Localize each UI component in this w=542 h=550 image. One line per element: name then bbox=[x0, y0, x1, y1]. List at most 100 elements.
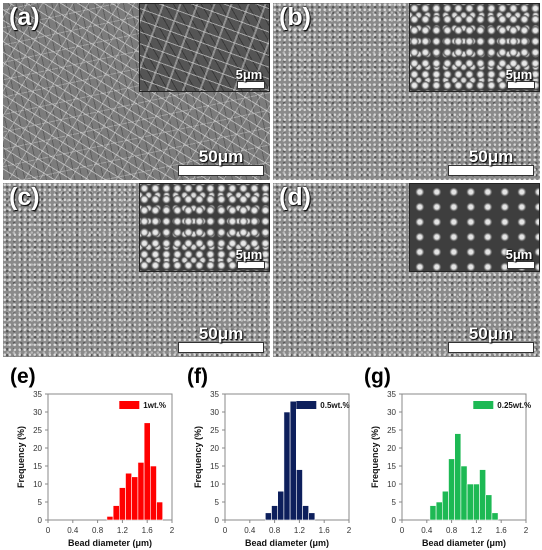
inset-scale-label-a: 5μm bbox=[235, 67, 263, 82]
legend-swatch bbox=[473, 401, 494, 409]
inset-scale-line-a bbox=[237, 81, 265, 89]
panel-label-g: (g) bbox=[364, 365, 391, 388]
y-tick-label: 15 bbox=[387, 462, 396, 471]
inset-scale-label-d: 5μm bbox=[505, 247, 533, 262]
y-tick-label: 5 bbox=[392, 498, 397, 507]
y-tick-label: 10 bbox=[387, 480, 396, 489]
panel-label-a: (a) bbox=[9, 3, 40, 31]
scale-label-d: 50μm bbox=[468, 324, 514, 343]
y-tick-label: 20 bbox=[33, 444, 42, 453]
histogram-bar bbox=[491, 512, 499, 521]
histogram-bar bbox=[302, 505, 309, 521]
histogram-bar bbox=[271, 505, 278, 521]
x-axis-label: Bead diameter (μm) bbox=[245, 538, 329, 548]
y-tick-label: 30 bbox=[387, 408, 396, 417]
x-tick-label: 1.6 bbox=[142, 526, 154, 535]
scale-label-a: 50μm bbox=[198, 147, 244, 166]
legend-label: 0.25wt.% bbox=[497, 401, 531, 410]
panel-label-c: (c) bbox=[9, 183, 40, 211]
x-tick-label: 1.6 bbox=[496, 526, 508, 535]
scale-line-d bbox=[448, 342, 534, 353]
histogram-bar bbox=[283, 411, 291, 521]
panel-label-f: (f) bbox=[187, 365, 208, 388]
y-tick-label: 0 bbox=[38, 516, 43, 525]
scale-label-b: 50μm bbox=[468, 147, 514, 166]
y-tick-label: 10 bbox=[33, 480, 42, 489]
x-axis-label: Bead diameter (μm) bbox=[422, 538, 506, 548]
inset-scale-line-b bbox=[507, 81, 535, 89]
histogram-bar bbox=[150, 465, 157, 521]
y-tick-label: 25 bbox=[387, 426, 396, 435]
histogram-bar bbox=[454, 433, 462, 521]
histogram-bar bbox=[296, 469, 303, 521]
histogram-bar bbox=[435, 501, 443, 521]
histogram-bar bbox=[473, 483, 480, 521]
y-axis-label: Frequency (%) bbox=[193, 426, 203, 488]
y-tick-label: 15 bbox=[210, 462, 219, 471]
panel-label-d: (d) bbox=[279, 183, 311, 211]
histogram-bar bbox=[448, 458, 455, 521]
legend-label: 0.5wt.% bbox=[320, 401, 349, 410]
sem-inset-b: 5μm bbox=[409, 3, 540, 92]
y-tick-label: 35 bbox=[210, 390, 219, 399]
x-tick-label: 1.2 bbox=[117, 526, 129, 535]
panel-label-e: (e) bbox=[10, 365, 36, 388]
x-tick-label: 2 bbox=[347, 526, 352, 535]
legend-swatch bbox=[119, 401, 140, 409]
sem-inset-a: 5μm bbox=[139, 3, 270, 92]
histogram-bar bbox=[460, 465, 468, 521]
histogram-bar bbox=[106, 516, 114, 521]
y-tick-label: 0 bbox=[392, 516, 397, 525]
inset-scale-bar-c: 5μm bbox=[233, 248, 265, 269]
x-tick-label: 2 bbox=[524, 526, 529, 535]
histogram-e: 0 5 10 15 20 25 30 35 0 0.4 0.8 1.2 1.6 2 Bead diamete… bbox=[16, 390, 175, 548]
x-axis-label: Bead diameter (μm) bbox=[68, 538, 152, 548]
scale-line-b bbox=[448, 165, 534, 176]
histogram-bar bbox=[156, 501, 163, 521]
inset-scale-bar-d: 5μm bbox=[503, 248, 535, 269]
y-axis-label: Frequency (%) bbox=[370, 426, 380, 488]
sem-panel-b: 5μm (b) 50μm bbox=[273, 3, 540, 180]
y-tick-label: 35 bbox=[33, 390, 42, 399]
x-tick-label: 1.2 bbox=[471, 526, 483, 535]
inset-scale-line-d bbox=[507, 261, 535, 269]
histogram-bar bbox=[442, 490, 449, 521]
inset-scale-label-c: 5μm bbox=[235, 247, 263, 262]
histogram-bar bbox=[131, 476, 139, 521]
y-axis-label: Frequency (%) bbox=[16, 426, 26, 488]
scale-label-c: 50μm bbox=[198, 324, 244, 343]
x-tick-label: 0 bbox=[46, 526, 51, 535]
sem-inset-c: 5μm bbox=[139, 183, 270, 272]
x-tick-label: 1.6 bbox=[319, 526, 331, 535]
histogram-bar bbox=[485, 494, 493, 521]
y-tick-label: 35 bbox=[387, 390, 396, 399]
histogram-bar bbox=[429, 505, 437, 521]
histogram-bar bbox=[112, 505, 120, 521]
inset-scale-bar-b: 5μm bbox=[503, 68, 535, 89]
y-tick-label: 20 bbox=[210, 444, 219, 453]
legend-swatch bbox=[296, 401, 317, 409]
sem-panel-a: 5μm (a) 50μm bbox=[3, 3, 270, 180]
x-tick-label: 0.8 bbox=[269, 526, 281, 535]
inset-scale-line-c bbox=[237, 261, 265, 269]
y-tick-label: 25 bbox=[33, 426, 42, 435]
y-tick-label: 5 bbox=[38, 498, 43, 507]
x-tick-label: 0.8 bbox=[446, 526, 458, 535]
histogram-bar bbox=[265, 512, 272, 521]
scale-bar-b: 50μm bbox=[448, 148, 534, 176]
y-tick-label: 25 bbox=[210, 426, 219, 435]
sem-inset-d: 5μm bbox=[409, 183, 540, 272]
x-tick-label: 0.4 bbox=[67, 526, 79, 535]
histogram-bar bbox=[466, 483, 474, 521]
y-tick-label: 15 bbox=[33, 462, 42, 471]
y-tick-label: 20 bbox=[387, 444, 396, 453]
x-tick-label: 1.2 bbox=[294, 526, 306, 535]
inset-scale-bar-a: 5μm bbox=[233, 68, 265, 89]
scale-bar-a: 50μm bbox=[178, 148, 264, 176]
sem-panel-c: 5μm (c) 50μm bbox=[3, 183, 270, 357]
scale-bar-c: 50μm bbox=[178, 325, 264, 353]
scale-line-c bbox=[178, 342, 264, 353]
y-tick-label: 5 bbox=[215, 498, 220, 507]
histogram-bar bbox=[479, 469, 486, 521]
histogram-g: 0 5 10 15 20 25 30 35 0 0.4 0.8 1.2 1.6 2 Bead diamete… bbox=[370, 390, 531, 548]
